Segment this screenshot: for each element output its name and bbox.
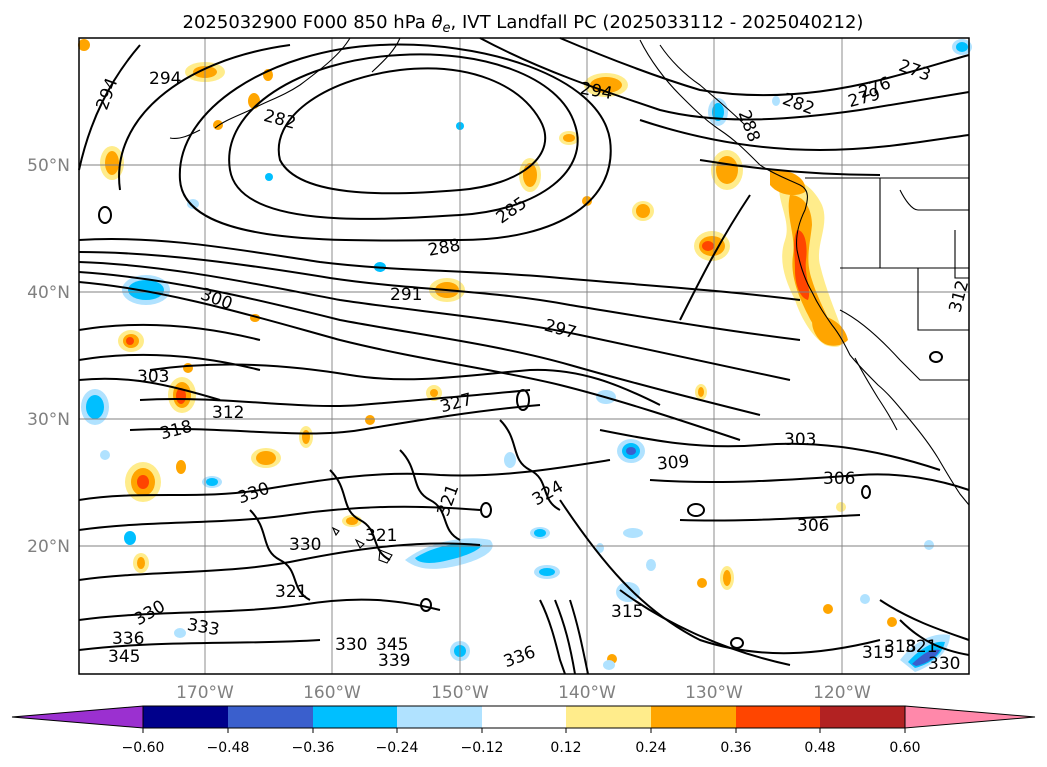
lon-label: 140°W <box>558 683 616 703</box>
colorbar-tick-label: 0.60 <box>889 740 920 756</box>
contour-label: 291 <box>390 285 422 305</box>
contour-label: 336 <box>112 629 144 649</box>
colorbar-tick-label: 0.36 <box>720 740 751 756</box>
contour-label: 315 <box>611 602 643 622</box>
colorbar-extend-max <box>904 705 1036 729</box>
map-frame <box>78 37 970 675</box>
contour-label: 330 <box>335 635 367 655</box>
colorbar-tick-label: 0.12 <box>550 740 581 756</box>
lat-label: 20°N <box>27 537 70 557</box>
colorbar-segment <box>228 706 313 728</box>
contour-label: 294 <box>149 69 181 89</box>
lon-label: 170°W <box>176 683 234 703</box>
lat-label: 30°N <box>27 410 70 430</box>
colorbar-segment <box>736 706 820 728</box>
contour-label: 303 <box>137 367 169 387</box>
lon-label: 150°W <box>431 683 489 703</box>
contour-label: 309 <box>656 452 690 475</box>
colorbar-tick-label: −0.36 <box>292 740 335 756</box>
contour-label: 318 <box>884 637 916 657</box>
lon-label: 130°W <box>685 683 743 703</box>
contour-label: 345 <box>376 635 408 655</box>
theta-e-contours <box>78 37 970 675</box>
shaded-anomalies <box>78 39 972 672</box>
lat-label: 40°N <box>27 283 70 303</box>
map-panel: 294 294 282 294 285 288 291 300 297 303 … <box>78 37 974 675</box>
longitude-labels: 170°W 160°W 150°W 140°W 130°W 120°W <box>176 683 871 703</box>
colorbar-tick-label: 0.48 <box>804 740 835 756</box>
colorbar-tick-label: −0.24 <box>376 740 419 756</box>
colorbar: −0.60 −0.48 −0.36 −0.24 −0.12 0.12 0.24 … <box>11 705 1036 756</box>
contour-label: 321 <box>905 637 937 657</box>
contour-label: 306 <box>797 516 829 536</box>
colorbar-segment <box>313 706 397 728</box>
contour-label: 315 <box>862 643 894 663</box>
colorbar-extend-min <box>11 705 144 729</box>
contour-label: 345 <box>108 647 140 667</box>
contour-label: 330 <box>289 535 321 555</box>
colorbar-segment <box>482 706 566 728</box>
contour-label: 339 <box>378 651 410 671</box>
colorbar-segment <box>820 706 905 728</box>
graticule <box>79 38 969 674</box>
contour-label: 312 <box>212 403 244 423</box>
lon-label: 120°W <box>813 683 871 703</box>
contour-label: 330 <box>928 654 960 674</box>
coastlines <box>169 37 970 564</box>
lon-label: 160°W <box>303 683 361 703</box>
latitude-labels: 50°N 40°N 30°N 20°N <box>27 156 70 557</box>
colorbar-segment <box>651 706 736 728</box>
colorbar-tick-label: −0.60 <box>122 740 165 756</box>
colorbar-tick-label: −0.12 <box>461 740 504 756</box>
contour-label: 321 <box>275 582 307 602</box>
colorbar-segment <box>143 706 228 728</box>
contour-label: 321 <box>365 526 397 546</box>
figure-title: 2025032900 F000 850 hPa θe, IVT Landfall… <box>183 12 864 36</box>
colorbar-tick-label: 0.24 <box>635 740 666 756</box>
colorbar-segment <box>397 706 482 728</box>
colorbar-frame <box>142 705 906 729</box>
contour-labels: 294 294 282 294 285 288 291 300 297 303 … <box>93 56 974 674</box>
colorbar-tick-label: −0.48 <box>207 740 250 756</box>
contour-label: 306 <box>823 469 855 489</box>
contour-label: 303 <box>784 430 816 450</box>
colorbar-segment <box>566 706 651 728</box>
lat-label: 50°N <box>27 156 70 176</box>
